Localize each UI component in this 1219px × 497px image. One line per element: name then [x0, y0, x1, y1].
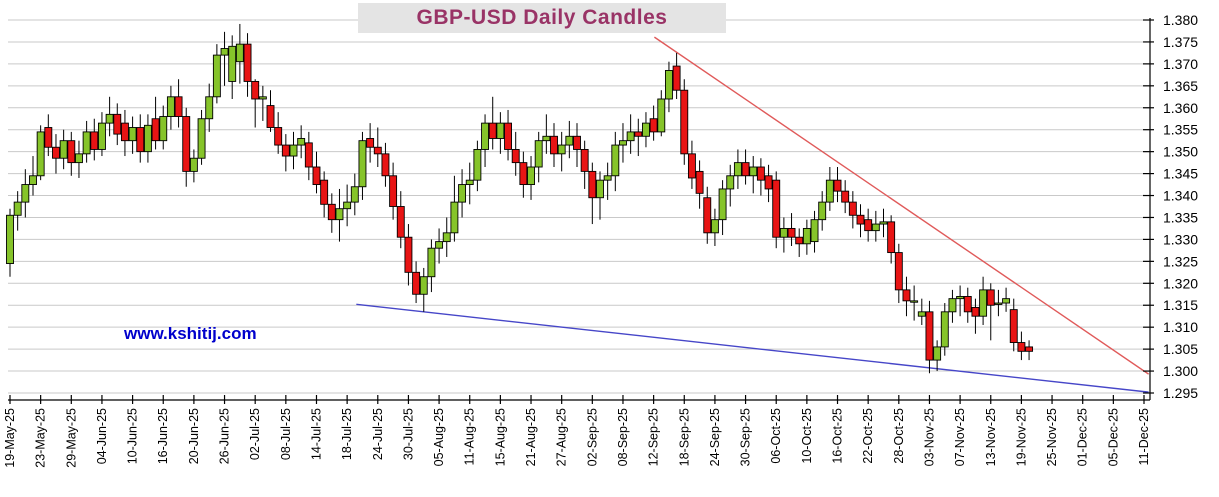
svg-text:1.330: 1.330 [1163, 231, 1198, 247]
svg-text:1.365: 1.365 [1163, 78, 1198, 94]
svg-text:28-Oct-25: 28-Oct-25 [892, 408, 906, 464]
svg-text:10-Jun-25: 10-Jun-25 [126, 408, 140, 464]
svg-text:16-Oct-25: 16-Oct-25 [831, 408, 845, 464]
svg-text:24-Jul-25: 24-Jul-25 [371, 408, 385, 460]
svg-text:22-Oct-25: 22-Oct-25 [861, 408, 875, 464]
svg-text:1.360: 1.360 [1163, 100, 1198, 116]
svg-text:10-Oct-25: 10-Oct-25 [800, 408, 814, 464]
svg-text:01-Dec-25: 01-Dec-25 [1076, 408, 1090, 466]
svg-text:19-May-25: 19-May-25 [3, 408, 17, 468]
svg-text:24-Sep-25: 24-Sep-25 [708, 408, 722, 466]
svg-text:08-Sep-25: 08-Sep-25 [616, 408, 630, 466]
svg-text:1.300: 1.300 [1163, 363, 1198, 379]
svg-text:30-Jul-25: 30-Jul-25 [401, 408, 415, 460]
svg-text:18-Jul-25: 18-Jul-25 [340, 408, 354, 460]
svg-text:1.350: 1.350 [1163, 144, 1198, 160]
svg-text:1.370: 1.370 [1163, 56, 1198, 72]
svg-text:11-Aug-25: 11-Aug-25 [463, 408, 477, 465]
svg-text:1.305: 1.305 [1163, 341, 1198, 357]
svg-text:21-Aug-25: 21-Aug-25 [524, 408, 538, 466]
svg-text:05-Aug-25: 05-Aug-25 [432, 408, 446, 466]
svg-text:18-Sep-25: 18-Sep-25 [677, 408, 691, 466]
svg-text:1.295: 1.295 [1163, 385, 1198, 401]
svg-text:14-Jul-25: 14-Jul-25 [309, 408, 323, 460]
svg-text:1.320: 1.320 [1163, 275, 1198, 291]
svg-text:04-Jun-25: 04-Jun-25 [95, 408, 109, 464]
svg-text:02-Jul-25: 02-Jul-25 [248, 408, 262, 460]
svg-text:02-Sep-25: 02-Sep-25 [585, 408, 599, 466]
svg-text:1.380: 1.380 [1163, 12, 1198, 28]
svg-text:1.340: 1.340 [1163, 188, 1198, 204]
svg-text:07-Nov-25: 07-Nov-25 [953, 408, 967, 466]
svg-text:20-Jun-25: 20-Jun-25 [187, 408, 201, 464]
svg-text:12-Sep-25: 12-Sep-25 [647, 408, 661, 466]
svg-text:05-Dec-25: 05-Dec-25 [1106, 408, 1120, 466]
chart-title: GBP-USD Daily Candles [358, 3, 726, 33]
svg-text:16-Jun-25: 16-Jun-25 [156, 408, 170, 464]
svg-text:19-Nov-25: 19-Nov-25 [1014, 408, 1028, 466]
svg-text:30-Sep-25: 30-Sep-25 [739, 408, 753, 466]
svg-text:1.335: 1.335 [1163, 209, 1198, 225]
svg-text:11-Dec-25: 11-Dec-25 [1137, 408, 1151, 465]
svg-text:08-Jul-25: 08-Jul-25 [279, 408, 293, 460]
svg-text:1.310: 1.310 [1163, 319, 1198, 335]
svg-text:13-Nov-25: 13-Nov-25 [984, 408, 998, 466]
svg-text:23-May-25: 23-May-25 [34, 408, 48, 468]
site-watermark: www.kshitij.com [124, 324, 257, 343]
svg-text:1.315: 1.315 [1163, 297, 1198, 313]
svg-text:27-Aug-25: 27-Aug-25 [555, 408, 569, 466]
svg-text:26-Jun-25: 26-Jun-25 [218, 408, 232, 464]
svg-text:1.345: 1.345 [1163, 166, 1198, 182]
svg-text:25-Nov-25: 25-Nov-25 [1045, 408, 1059, 466]
svg-text:1.355: 1.355 [1163, 122, 1198, 138]
svg-text:29-May-25: 29-May-25 [64, 408, 78, 468]
svg-text:03-Nov-25: 03-Nov-25 [922, 408, 936, 466]
svg-text:1.375: 1.375 [1163, 34, 1198, 50]
svg-text:1.325: 1.325 [1163, 253, 1198, 269]
svg-text:15-Aug-25: 15-Aug-25 [493, 408, 507, 466]
svg-text:06-Oct-25: 06-Oct-25 [769, 408, 783, 464]
